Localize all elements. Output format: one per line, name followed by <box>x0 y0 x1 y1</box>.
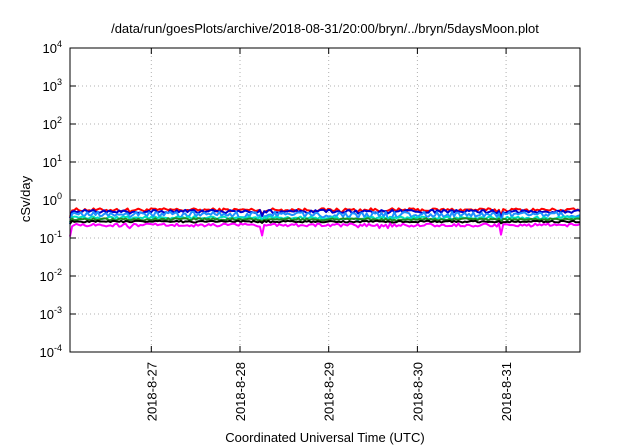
x-tick-label: 2018-8-29 <box>322 362 337 421</box>
y-ticks: 10-4 10-3 10-2 10-1 100 101 102 103 104 <box>40 39 580 360</box>
y-tick-label: 10-3 <box>40 305 62 322</box>
y-tick-label: 104 <box>43 39 62 56</box>
plot-series <box>69 207 581 237</box>
y-tick-label: 101 <box>43 153 62 170</box>
series-line <box>69 210 581 225</box>
x-tick-label: 2018-8-28 <box>233 362 248 421</box>
x-axis-label: Coordinated Universal Time (UTC) <box>225 430 424 445</box>
series-line <box>69 217 581 223</box>
series-line <box>69 219 581 225</box>
series-line <box>69 207 581 218</box>
series-line <box>69 222 581 237</box>
y-tick-label: 103 <box>43 77 62 94</box>
chart-title: /data/run/goesPlots/archive/2018-08-31/2… <box>111 21 539 36</box>
grid <box>70 48 580 352</box>
x-ticks: 2018-8-27 2018-8-28 2018-8-29 2018-8-30 2018… <box>144 48 514 421</box>
y-tick-label: 10-4 <box>40 343 62 360</box>
y-tick-label: 10-1 <box>40 229 62 246</box>
x-tick-label: 2018-8-30 <box>410 362 425 421</box>
y-axis-label: cSv/day <box>18 175 33 222</box>
x-tick-label: 2018-8-27 <box>144 362 159 421</box>
y-tick-label: 10-2 <box>40 267 62 284</box>
x-tick-label: 2018-8-31 <box>499 362 514 421</box>
y-tick-label: 102 <box>43 115 62 132</box>
y-tick-label: 100 <box>43 191 62 208</box>
